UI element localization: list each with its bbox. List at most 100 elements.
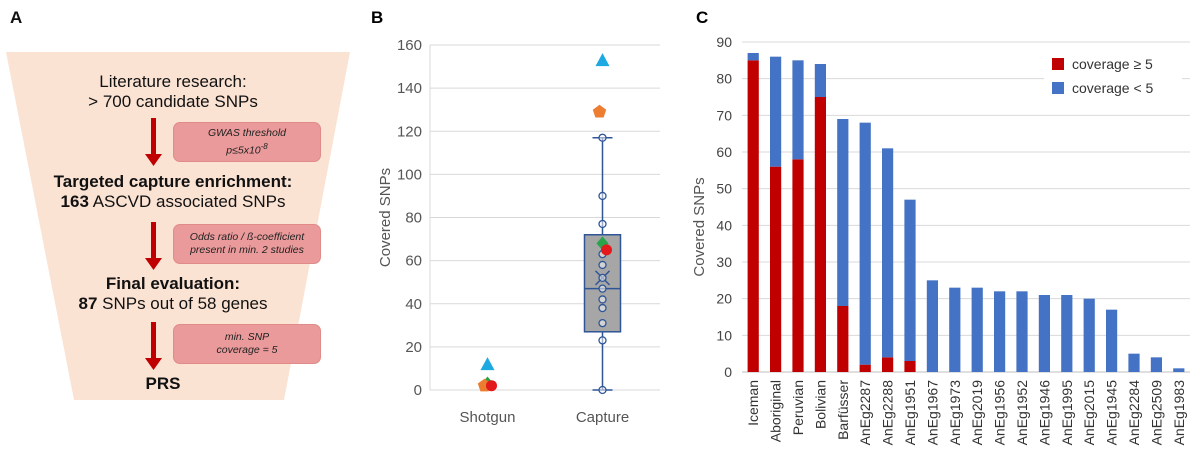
c-bar-aneg1951-series0 <box>904 361 916 372</box>
c-legend-label-0: coverage ≥ 5 <box>1072 56 1153 72</box>
b-capture-point-5 <box>598 284 607 293</box>
b-y-tick-100: 100 <box>397 166 422 183</box>
c-bar-aneg2015-series1 <box>1083 298 1095 372</box>
b-y-tick-40: 40 <box>405 296 422 313</box>
b-y-tick-80: 80 <box>405 210 422 227</box>
note-gwas-threshold: GWAS threshold p≤5x10-8 <box>173 122 321 162</box>
b-y-tick-20: 20 <box>405 339 422 356</box>
note2-line1: Odds ratio / ß-coefficient <box>189 231 305 243</box>
c-bar-aneg2509-series1 <box>1150 357 1162 372</box>
step3-text: Final evaluation: 87 SNPs out of 58 gene… <box>8 274 338 314</box>
b-box <box>583 234 622 333</box>
c-x-tick-aneg1945: AnEg1945 <box>1104 380 1120 446</box>
c-x-tick-iceman: Iceman <box>745 380 761 426</box>
c-bar-aneg1945-series1 <box>1106 309 1118 372</box>
c-y-tick-30: 30 <box>716 254 732 270</box>
step2-text: Targeted capture enrichment: 163 ASCVD a… <box>8 172 338 212</box>
c-y-tick-80: 80 <box>716 71 732 87</box>
note2-line2: present in min. 2 studies <box>190 244 304 256</box>
b-capture-point-6 <box>598 273 607 283</box>
c-x-tick-aneg2287: AnEg2287 <box>857 380 873 446</box>
b-y-tick-140: 140 <box>397 80 422 97</box>
b-y-tick-0: 0 <box>414 382 422 399</box>
b-highlight-shotgun-circle <box>486 380 497 392</box>
panel-c-label: C <box>696 8 708 27</box>
step1-text: Literature research: > 700 candidate SNP… <box>8 72 338 112</box>
panel-a-flow: A Literature research: > 700 candidate S… <box>0 0 350 461</box>
b-capture-point-2 <box>598 319 607 328</box>
b-y-tick-labels: 0 20 40 60 80 100 120 140 160 <box>397 37 422 399</box>
c-legend-box <box>1044 48 1182 108</box>
b-capture-point-0 <box>598 385 607 395</box>
panel-b-label: B <box>371 8 383 27</box>
c-x-tick-aneg2015: AnEg2015 <box>1081 380 1097 446</box>
c-x-tick-aneg2284: AnEg2284 <box>1126 380 1142 446</box>
c-x-tick-aneg1973: AnEg1973 <box>947 380 963 446</box>
step1-line2: > 700 candidate SNPs <box>88 92 258 111</box>
b-x-tick-labels: Shotgun Capture <box>460 409 630 426</box>
c-y-tick-labels: 0 10 20 30 40 50 60 70 80 90 <box>716 34 732 380</box>
b-y-tick-160: 160 <box>397 37 422 54</box>
c-bar-aboriginal-series0 <box>770 166 782 372</box>
panel-c-stacked-bar: C 0 10 20 30 40 50 60 70 80 90 Covered SNPs Icema… <box>691 8 1190 446</box>
step2-desc: ASCVD associated SNPs <box>88 192 286 211</box>
b-capture-point-7 <box>598 260 607 270</box>
step2-line2: 163 ASCVD associated SNPs <box>8 192 338 212</box>
c-x-tick-peruvian: Peruvian <box>790 380 806 435</box>
note1-line1: GWAS threshold <box>207 126 286 139</box>
c-bar-iceman-series0 <box>747 60 759 372</box>
c-bar-peruvian-series1 <box>792 60 804 160</box>
c-bar-aneg1951-series1 <box>904 199 916 361</box>
c-bar-aneg1967-series1 <box>926 280 938 372</box>
step3-desc: SNPs out of 58 genes <box>97 294 268 313</box>
c-bar-bolivian-series1 <box>814 64 826 97</box>
step3-line1: Final evaluation: <box>105 274 241 293</box>
c-bar-aneg1956-series1 <box>994 291 1006 372</box>
c-y-tick-70: 70 <box>716 107 732 123</box>
c-bar-aneg2284-series1 <box>1128 353 1140 372</box>
c-bar-aboriginal-series1 <box>770 56 782 167</box>
b-capture-point-11 <box>598 133 607 142</box>
c-bar-aneg2288-series0 <box>882 357 894 372</box>
c-x-tick-aneg1956: AnEg1956 <box>992 380 1008 446</box>
b-highlight-capture-triangle <box>595 53 610 67</box>
b-highlight-shotgun-triangle <box>480 357 495 371</box>
b-x-tick-shotgun: Shotgun <box>460 409 516 426</box>
b-capture-point-1 <box>598 336 607 345</box>
c-bar-bolivian-series0 <box>814 97 826 372</box>
c-bar-barf-sser-series0 <box>837 306 849 372</box>
panel-b-boxplot: B 0 20 40 60 80 100 120 140 160 Covered SNPs Sho… <box>371 8 660 426</box>
c-x-tick-aneg1983: AnEg1983 <box>1171 380 1187 446</box>
c-x-tick-aneg2019: AnEg2019 <box>969 380 985 446</box>
c-y-tick-40: 40 <box>716 217 732 233</box>
note1-line2: p≤5x10-8 <box>174 140 320 158</box>
c-bars <box>747 53 1185 372</box>
step3-line2: 87 SNPs out of 58 genes <box>8 294 338 314</box>
c-y-tick-60: 60 <box>716 144 732 160</box>
c-y-tick-20: 20 <box>716 291 732 307</box>
c-x-tick-aneg1995: AnEg1995 <box>1059 380 1075 446</box>
c-bar-aneg1995-series1 <box>1061 295 1073 372</box>
c-bar-aneg2019-series1 <box>971 287 983 372</box>
c-x-tick-bolivian: Bolivian <box>812 380 828 429</box>
c-legend-swatch-1 <box>1052 82 1064 94</box>
b-plot-area <box>477 53 622 395</box>
c-y-tick-90: 90 <box>716 34 732 50</box>
c-legend: coverage ≥ 5 coverage < 5 <box>1044 48 1182 108</box>
c-x-tick-aneg2288: AnEg2288 <box>880 380 896 446</box>
c-x-tick-aneg1952: AnEg1952 <box>1014 380 1030 446</box>
c-bar-barf-sser-series1 <box>837 119 849 306</box>
panel-a-label: A <box>10 8 23 27</box>
b-capture-point-9 <box>598 219 607 229</box>
note3-line2: coverage = 5 <box>216 344 278 356</box>
c-y-tick-10: 10 <box>716 327 732 343</box>
b-highlight-capture-pentagon <box>592 104 607 118</box>
c-bar-peruvian-series0 <box>792 159 804 372</box>
b-capture-point-10 <box>598 191 607 201</box>
note1-base: p≤5x10 <box>226 144 261 157</box>
c-bar-aneg2287-series1 <box>859 122 871 365</box>
b-y-tick-60: 60 <box>405 253 422 270</box>
step1-line1: Literature research: <box>99 72 247 91</box>
note-min-coverage: min. SNP coverage = 5 <box>173 324 321 364</box>
c-y-axis-label: Covered SNPs <box>691 177 708 276</box>
